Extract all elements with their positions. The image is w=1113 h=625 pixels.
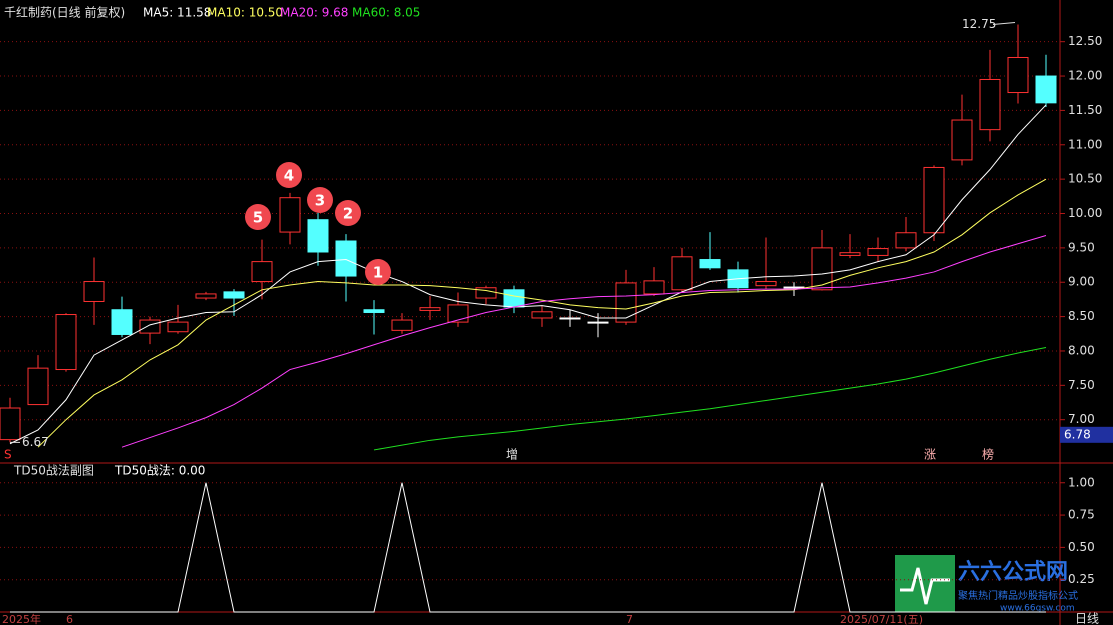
annotation-badge xyxy=(365,259,391,285)
price-tag-box xyxy=(1060,426,1113,443)
annotation-badge xyxy=(307,187,333,213)
candle-body xyxy=(111,309,133,335)
y-tick-label: 9.00 xyxy=(1068,275,1095,289)
candle-body xyxy=(643,280,665,295)
candle-body xyxy=(391,319,413,331)
logo-url: www.66gsw.com xyxy=(1000,604,1075,614)
candle-body xyxy=(27,367,49,406)
candle-body xyxy=(251,261,273,283)
logo-name: 六六公式网 xyxy=(958,560,1068,585)
annotation-number: 5 xyxy=(253,209,263,227)
y-tick-label: 10.50 xyxy=(1068,172,1102,186)
x-axis-label: 2025年 xyxy=(2,612,41,625)
y-tick-label: 11.00 xyxy=(1068,137,1102,151)
candle-body xyxy=(951,119,973,161)
chart-title: 千红制药(日线 前复权) xyxy=(4,5,125,20)
ma-line xyxy=(10,482,1046,613)
candle-body xyxy=(699,259,721,269)
event-marker: 增 xyxy=(506,448,518,462)
candle-body xyxy=(195,293,217,299)
min-price-label: 6.67 xyxy=(22,435,49,449)
candle-body xyxy=(167,321,189,333)
candle-body xyxy=(671,256,693,291)
candle-body xyxy=(447,304,469,323)
annotation-number: 2 xyxy=(343,205,353,223)
y-tick-label: 9.50 xyxy=(1068,240,1095,254)
candle-body xyxy=(335,240,357,277)
x-axis-label: 2025/07/11(五) xyxy=(840,613,923,625)
y-tick-label: 7.00 xyxy=(1068,412,1095,426)
y-tick-label: 12.00 xyxy=(1068,69,1102,83)
legend-entry: MA20: 9.68 xyxy=(280,6,348,20)
annotation-number: 1 xyxy=(373,264,383,282)
candle-body xyxy=(531,311,553,319)
candle-body xyxy=(1007,56,1029,94)
y-tick-label: 8.50 xyxy=(1068,309,1095,323)
price-tag: 6.78 xyxy=(1064,427,1091,441)
y-tick-label: 7.50 xyxy=(1068,378,1095,392)
candle-body xyxy=(811,247,833,291)
annotation-number: 3 xyxy=(315,192,325,210)
candle-body xyxy=(503,289,525,308)
ma-line xyxy=(121,235,1047,448)
candle-body xyxy=(755,281,777,287)
event-marker: 榜 xyxy=(982,447,994,462)
sub-chart-title: TD50战法副图 xyxy=(13,464,94,478)
event-marker: 涨 xyxy=(924,447,936,462)
candle-body xyxy=(363,309,385,313)
candle-body xyxy=(223,291,245,299)
candle-body xyxy=(139,319,161,334)
candle-body xyxy=(475,287,497,299)
y-tick-label: 0.50 xyxy=(1068,540,1095,554)
logo-slogan: 聚焦热门精品炒股指标公式 xyxy=(958,589,1078,602)
legend-entry: MA10: 10.50 xyxy=(207,6,283,20)
legend-entry: TD50战法: 0.00 xyxy=(114,464,205,478)
logo-icon xyxy=(900,567,950,605)
legend-entry: MA5: 11.58 xyxy=(143,6,211,20)
candle-body xyxy=(783,286,805,289)
y-tick-label: 0.75 xyxy=(1068,508,1095,522)
annotation-badge xyxy=(245,204,271,230)
ma-line xyxy=(373,347,1047,451)
candle-body xyxy=(419,307,441,311)
ma-line xyxy=(37,178,1047,448)
y-tick-label: 12.50 xyxy=(1068,34,1102,48)
candle-body xyxy=(587,321,609,324)
candle-body xyxy=(279,197,301,233)
candle-body xyxy=(895,232,917,249)
annotation-badge xyxy=(276,162,302,188)
candle-body xyxy=(615,282,637,323)
y-tick-label: 10.00 xyxy=(1068,206,1102,220)
y-tick-label: 8.00 xyxy=(1068,343,1095,357)
ma-line xyxy=(9,104,1047,445)
annotation-number: 4 xyxy=(284,167,294,185)
candle-body xyxy=(0,407,21,441)
candle-body xyxy=(307,219,329,253)
x-axis-label: 7 xyxy=(626,613,633,625)
candle-body xyxy=(867,248,889,256)
max-price-label: 12.75 xyxy=(962,17,996,31)
candle-body xyxy=(839,252,861,256)
candle-body xyxy=(923,166,945,234)
candle-body xyxy=(559,317,581,320)
y-tick-label: 0.25 xyxy=(1068,572,1095,586)
x-axis-label: 6 xyxy=(66,613,73,625)
legend-entry: MA60: 8.05 xyxy=(352,6,420,20)
max-price-arrow xyxy=(992,21,1016,25)
period-label: 日线 xyxy=(1075,612,1099,625)
candle-body xyxy=(83,281,105,302)
candle-body xyxy=(979,78,1001,131)
y-tick-label: 1.00 xyxy=(1068,475,1095,489)
annotation-badge xyxy=(335,200,361,226)
candle-body xyxy=(1035,75,1057,104)
candle-body xyxy=(55,314,77,371)
event-marker: S xyxy=(4,448,12,462)
y-tick-label: 11.50 xyxy=(1068,103,1102,117)
